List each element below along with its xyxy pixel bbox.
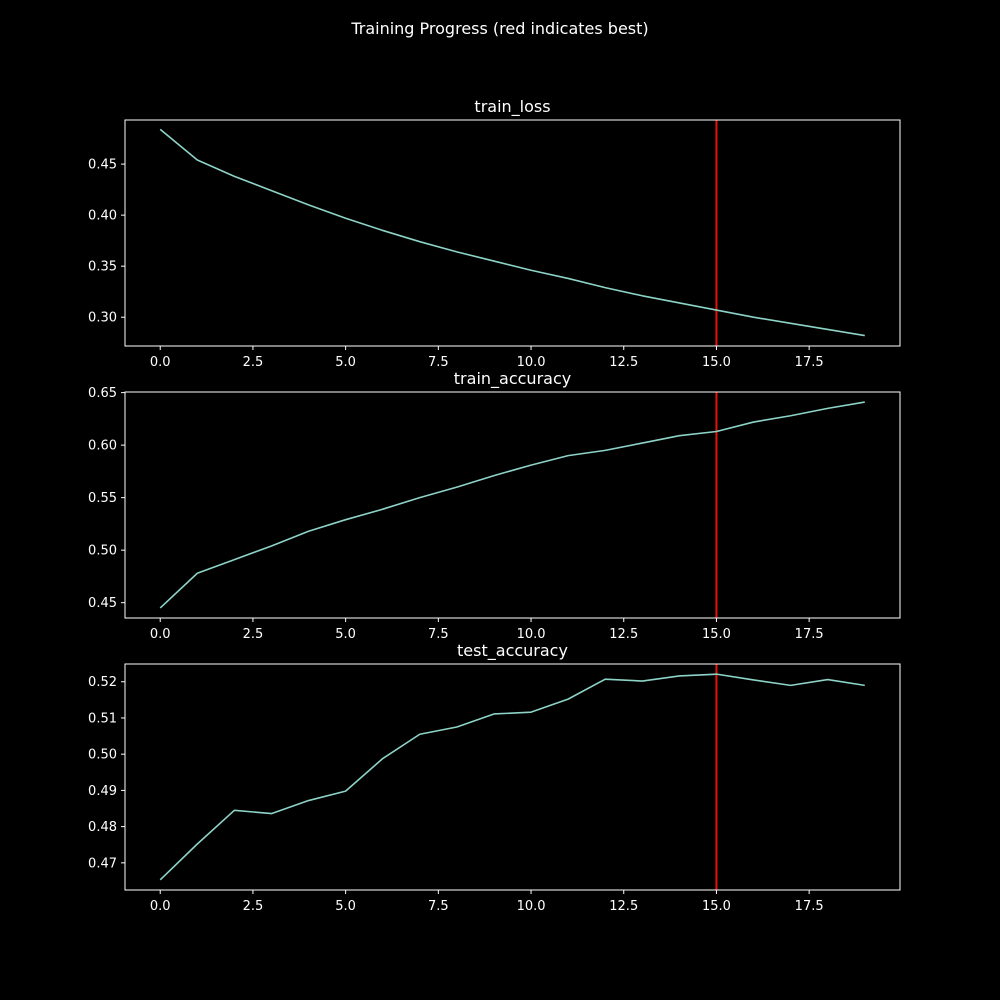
y-tick-label: 0.45 [88, 158, 117, 173]
x-tick-label: 12.5 [609, 627, 638, 642]
y-tick-label: 0.52 [88, 675, 117, 690]
y-tick-label: 0.49 [88, 784, 117, 799]
y-tick-label: 0.35 [88, 260, 117, 275]
x-tick-label: 7.5 [428, 355, 449, 370]
x-tick-label: 0.0 [150, 627, 171, 642]
y-tick-label: 0.50 [88, 544, 117, 559]
x-tick-label: 17.5 [795, 355, 824, 370]
x-tick-label: 7.5 [428, 899, 449, 914]
y-tick-label: 0.48 [88, 820, 117, 835]
axes-frame [124, 119, 901, 347]
axes-frame [124, 391, 901, 619]
x-tick-label: 2.5 [243, 627, 264, 642]
subplot-train_loss: train_loss 0.0 2.5 5.0 7.5 10.0 12.5 15.0 17.5 0.… [88, 97, 901, 370]
y-tick-label: 0.50 [88, 748, 117, 763]
x-tick-label: 10.0 [517, 355, 546, 370]
x-tick-label: 2.5 [243, 355, 264, 370]
x-tick-label: 5.0 [335, 355, 356, 370]
x-tick-label: 15.0 [702, 899, 731, 914]
y-tick-label: 0.45 [88, 596, 117, 611]
series-line-train_accuracy [159, 401, 865, 609]
y-tick-label: 0.60 [88, 439, 117, 454]
series-line-test_accuracy [159, 673, 865, 881]
x-tick-label: 10.0 [517, 627, 546, 642]
x-tick-label: 0.0 [150, 899, 171, 914]
axes-title: train_loss [474, 97, 550, 117]
x-tick-label: 17.5 [795, 899, 824, 914]
x-tick-label: 5.0 [335, 627, 356, 642]
x-tick-label: 12.5 [609, 355, 638, 370]
x-tick-label: 5.0 [335, 899, 356, 914]
x-tick-label: 12.5 [609, 899, 638, 914]
y-tick-label: 0.30 [88, 311, 117, 326]
x-tick-label: 17.5 [795, 627, 824, 642]
axes-title: test_accuracy [457, 641, 568, 661]
series-line-train_loss [159, 128, 865, 337]
x-tick-label: 10.0 [517, 899, 546, 914]
x-tick-label: 0.0 [150, 355, 171, 370]
y-tick-label: 0.55 [88, 491, 117, 506]
x-tick-label: 15.0 [702, 627, 731, 642]
axes-frame [124, 663, 901, 891]
subplot-test_accuracy: test_accuracy 0.0 2.5 5.0 7.5 10.0 12.5 15.0 17.… [88, 641, 901, 914]
figure-suptitle: Training Progress (red indicates best) [350, 19, 648, 38]
x-tick-label: 7.5 [428, 627, 449, 642]
y-tick-label: 0.51 [88, 711, 117, 726]
x-tick-label: 2.5 [243, 899, 264, 914]
subplot-train_accuracy: train_accuracy 0.0 2.5 5.0 7.5 10.0 12.5 15.0 17… [88, 369, 901, 642]
x-tick-label: 15.0 [702, 355, 731, 370]
y-tick-label: 0.40 [88, 209, 117, 224]
y-tick-label: 0.65 [88, 386, 117, 401]
axes-title: train_accuracy [454, 369, 571, 389]
y-tick-label: 0.47 [88, 856, 117, 871]
